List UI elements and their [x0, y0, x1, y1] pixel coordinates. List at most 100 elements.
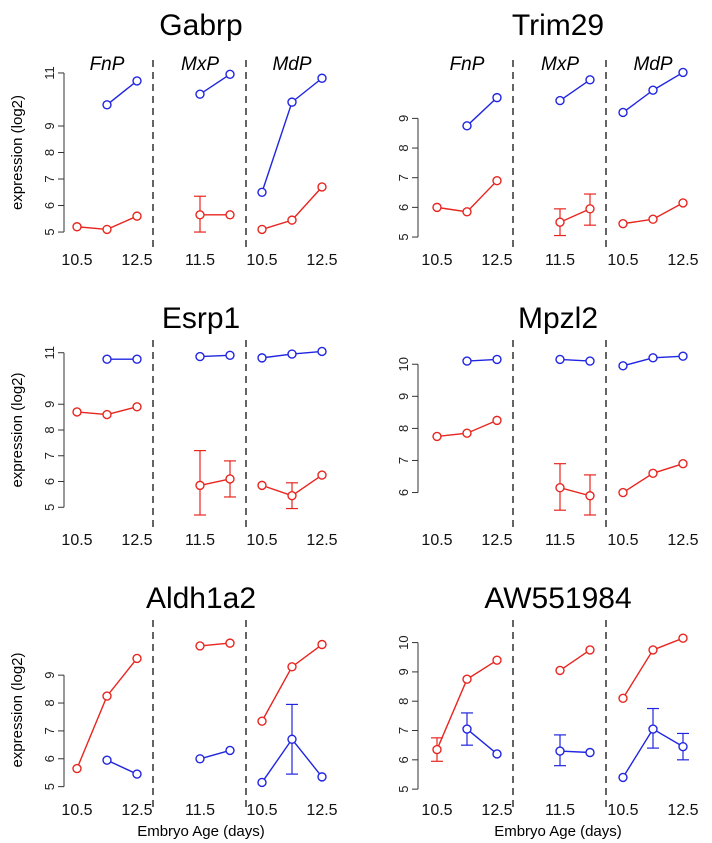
- y-axis-title: expression (log2): [9, 372, 26, 487]
- data-point-red: [462, 674, 472, 684]
- y-tick-label: 8: [42, 699, 57, 706]
- data-point-red: [555, 217, 565, 227]
- data-point-blue: [492, 92, 502, 103]
- data-point-red: [648, 214, 658, 224]
- x-axis-title: Embryo Age (days): [494, 823, 622, 840]
- data-point-blue: [492, 354, 502, 365]
- data-point-red: [195, 641, 205, 651]
- series-line-blue: [466, 358, 498, 362]
- x-tick-label: 12.5: [121, 252, 152, 269]
- data-point-red: [492, 415, 502, 426]
- series-line-blue: [199, 354, 231, 358]
- y-tick-label: 5: [42, 504, 57, 511]
- data-point-blue: [225, 350, 235, 361]
- data-point-red: [585, 204, 595, 214]
- y-tick-label: 8: [42, 149, 57, 156]
- data-point-blue: [678, 741, 688, 752]
- data-point-blue: [462, 356, 472, 366]
- data-point-blue: [585, 356, 595, 366]
- data-point-blue: [618, 361, 628, 371]
- panel-gabrp: Gabrp FnP MxP MdP 5 6 7 8 9 11 expression (log2) 10…: [9, 9, 338, 269]
- y-tick-label: 7: [42, 452, 57, 459]
- data-point-blue: [287, 349, 297, 359]
- data-point-red: [317, 182, 327, 192]
- segment-label-fnp: FnP: [450, 54, 485, 75]
- data-point-red: [618, 487, 628, 498]
- data-point-blue: [257, 777, 267, 788]
- data-point-red: [195, 210, 205, 220]
- x-tick-label: 11.5: [185, 532, 215, 549]
- x-tick-label: 12.5: [306, 802, 337, 819]
- series-line-red: [199, 642, 231, 647]
- x-tick-label: 12.5: [667, 532, 698, 549]
- y-tick-label: 6: [42, 478, 57, 485]
- y-tick-label: 9: [396, 393, 411, 400]
- panel-title: Gabrp: [159, 9, 242, 42]
- data-point-blue: [648, 85, 658, 95]
- data-point-blue: [102, 100, 112, 110]
- x-tick-label: 12.5: [121, 802, 152, 819]
- panel-title: AW551984: [484, 582, 631, 615]
- x-tick-label: 12.5: [481, 532, 512, 549]
- data-point-blue: [225, 69, 235, 79]
- y-tick-label: 7: [42, 727, 57, 734]
- series-line-red: [559, 487, 591, 497]
- data-point-blue: [462, 121, 472, 131]
- data-point-red: [492, 175, 502, 186]
- data-point-blue: [195, 89, 205, 99]
- data-point-blue: [287, 734, 297, 744]
- data-point-blue: [462, 724, 472, 734]
- y-tick-label: 6: [42, 202, 57, 209]
- y-tick-label: 9: [42, 401, 57, 408]
- data-point-red: [585, 491, 595, 501]
- y-tick-label: 9: [42, 122, 57, 129]
- data-point-blue: [648, 724, 658, 734]
- y-tick-label: 5: [42, 783, 57, 790]
- x-tick-label: 10.5: [421, 802, 452, 819]
- data-point-blue: [678, 351, 688, 361]
- data-point-red: [618, 218, 628, 229]
- x-tick-label: 10.5: [246, 252, 277, 269]
- data-point-red: [72, 763, 82, 774]
- series-line-blue: [466, 728, 498, 755]
- y-tick-label: 6: [42, 755, 57, 762]
- y-tick-label: 11: [42, 66, 57, 80]
- panel-esrp1: Esrp1 5 6 7 8 9 11 expression (log2) 10.5 12.5 11.…: [9, 302, 338, 549]
- y-tick-label: 5: [42, 228, 57, 235]
- x-tick-label: 12.5: [481, 802, 512, 819]
- data-point-red: [462, 207, 472, 217]
- segment-label-mxp: MxP: [541, 54, 579, 75]
- data-point-blue: [492, 749, 502, 759]
- segment-label-mdp: MdP: [633, 54, 672, 75]
- data-point-red: [72, 222, 82, 232]
- data-point-red: [225, 638, 235, 648]
- data-point-red: [618, 693, 628, 703]
- series-line-blue: [106, 759, 138, 775]
- x-tick-label: 12.5: [481, 252, 512, 269]
- data-point-red: [317, 470, 327, 480]
- data-point-blue: [132, 354, 142, 364]
- x-tick-label: 10.5: [246, 532, 277, 549]
- panel-title: Esrp1: [162, 302, 240, 335]
- data-point-red: [432, 744, 442, 755]
- data-point-red: [257, 716, 267, 726]
- data-point-blue: [555, 354, 565, 365]
- data-point-blue: [555, 95, 565, 106]
- x-tick-label: 10.5: [421, 532, 452, 549]
- data-point-red: [432, 431, 442, 442]
- y-tick-label: 8: [396, 144, 411, 151]
- segment-label-mdp: MdP: [272, 54, 311, 75]
- data-point-blue: [585, 75, 595, 85]
- segment-label-fnp: FnP: [90, 54, 125, 75]
- data-point-red: [585, 645, 595, 655]
- data-point-blue: [287, 97, 297, 107]
- panel-title: Mpzl2: [518, 302, 598, 335]
- data-point-blue: [555, 746, 565, 756]
- x-tick-label: 10.5: [421, 252, 452, 269]
- y-tick-label: 6: [396, 489, 411, 496]
- data-point-blue: [132, 76, 142, 86]
- data-point-red: [195, 480, 205, 491]
- x-tick-label: 11.5: [545, 252, 575, 269]
- data-point-red: [678, 198, 688, 208]
- data-point-red: [287, 490, 297, 501]
